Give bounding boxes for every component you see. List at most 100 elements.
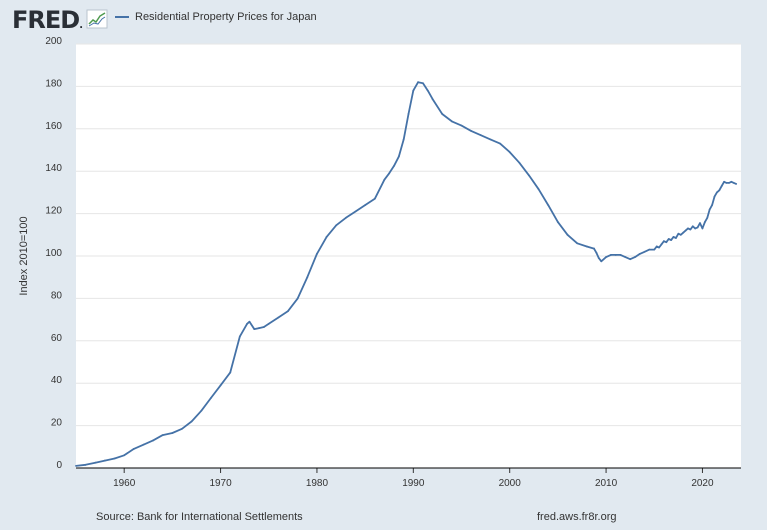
data-point <box>248 320 251 323</box>
data-point <box>335 224 338 227</box>
data-point <box>634 256 636 258</box>
data-point <box>677 232 680 235</box>
data-point <box>547 204 550 207</box>
data-point <box>104 459 106 462</box>
data-point <box>441 113 444 115</box>
data-point <box>388 172 391 175</box>
data-point <box>658 246 660 249</box>
data-point <box>407 113 410 115</box>
data-point <box>263 326 265 328</box>
data-point <box>585 245 588 248</box>
y-tick-label: 100 <box>45 248 62 259</box>
data-point <box>75 464 77 467</box>
chart-legend[interactable]: Residential Property Prices for Japan <box>115 11 317 23</box>
data-point <box>675 237 677 239</box>
data-points <box>75 81 738 467</box>
data-point <box>595 251 598 254</box>
data-point <box>132 448 135 450</box>
data-point <box>723 180 726 183</box>
data-point <box>648 248 651 251</box>
data-point <box>258 327 261 329</box>
data-point <box>609 254 612 256</box>
x-tick-label: 1980 <box>306 478 329 489</box>
data-point <box>600 260 603 263</box>
x-tick-label: 2010 <box>595 478 618 489</box>
data-point <box>181 427 183 430</box>
data-point <box>219 384 222 387</box>
data-point <box>431 98 434 101</box>
data-point <box>713 195 716 198</box>
source-note: Source: Bank for International Settlemen… <box>96 511 303 523</box>
y-axis-label: Index 2010=100 <box>18 216 30 295</box>
data-point <box>643 250 646 253</box>
data-point <box>732 181 735 184</box>
data-point <box>296 297 299 300</box>
data-point <box>277 316 280 319</box>
data-point <box>393 165 395 167</box>
y-tick-label: 180 <box>45 78 62 89</box>
data-point <box>614 254 617 256</box>
data-point <box>624 256 627 258</box>
data-point <box>238 335 241 338</box>
data-point <box>730 180 733 183</box>
data-point <box>402 138 405 141</box>
data-point <box>667 238 670 240</box>
data-point <box>229 371 232 374</box>
data-point <box>142 443 145 446</box>
data-point <box>597 257 600 260</box>
data-point <box>84 463 87 466</box>
data-point <box>161 434 164 437</box>
data-point <box>699 222 701 225</box>
data-point <box>210 397 212 399</box>
data-point <box>94 461 97 464</box>
data-point <box>696 226 699 229</box>
y-tick-label: 20 <box>51 418 63 429</box>
chart-header: FRED. Residential Property Prices for Ja… <box>0 0 767 40</box>
data-point <box>267 322 270 325</box>
y-tick-label: 160 <box>45 121 62 132</box>
data-point <box>325 236 328 238</box>
x-tick-label: 1990 <box>402 478 425 489</box>
data-point <box>660 243 663 246</box>
site-url[interactable]: fred.aws.fr8r.org <box>537 511 617 523</box>
data-point <box>653 248 656 251</box>
legend-label: Residential Property Prices for Japan <box>135 11 317 23</box>
data-point <box>354 210 357 213</box>
data-point <box>718 189 721 192</box>
data-point <box>537 188 540 191</box>
data-point <box>412 89 415 92</box>
data-point <box>316 252 318 255</box>
data-point <box>576 242 579 245</box>
y-tick-label: 120 <box>45 206 62 217</box>
data-point <box>720 185 723 187</box>
x-tick-label: 1960 <box>113 478 136 489</box>
data-point <box>703 221 706 223</box>
data-point <box>706 216 709 219</box>
data-point <box>593 247 595 250</box>
data-point <box>689 228 692 231</box>
data-point <box>508 151 511 154</box>
data-point <box>246 322 248 325</box>
data-point <box>687 227 689 230</box>
data-point <box>200 409 203 412</box>
y-tick-label: 80 <box>51 290 63 301</box>
data-point <box>556 221 559 223</box>
x-tick-label: 2000 <box>499 478 522 489</box>
y-tick-label: 0 <box>56 460 62 471</box>
data-point <box>629 258 632 261</box>
data-point <box>711 204 713 207</box>
data-point <box>662 240 665 243</box>
data-point <box>460 124 463 127</box>
data-point <box>287 310 289 313</box>
data-point <box>670 239 673 242</box>
x-axis-tick-labels: 1960 1970 1980 1990 2000 2010 2020 <box>113 468 714 489</box>
data-point <box>708 208 711 211</box>
data-point <box>679 233 682 236</box>
data-point <box>422 82 424 85</box>
data-point <box>684 229 687 232</box>
data-point <box>253 328 256 331</box>
data-point <box>417 81 420 84</box>
fred-logo[interactable]: FRED. <box>12 6 83 34</box>
data-point <box>397 155 400 158</box>
